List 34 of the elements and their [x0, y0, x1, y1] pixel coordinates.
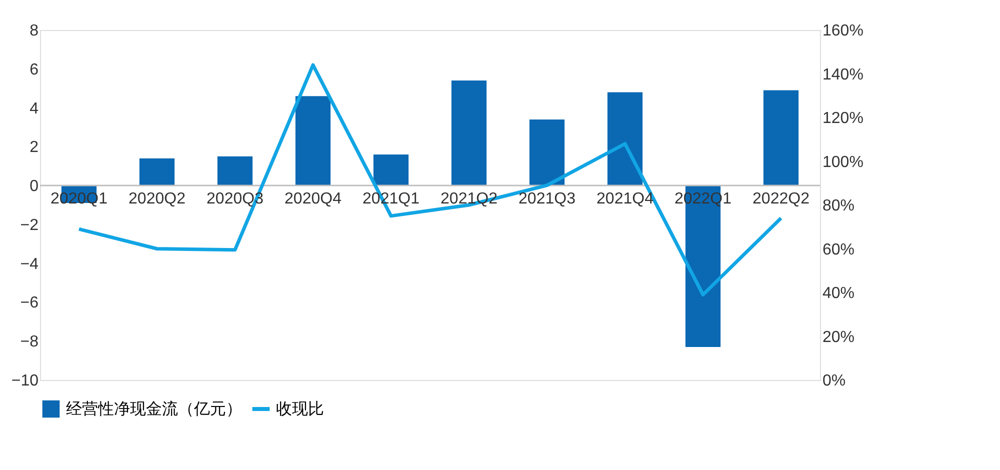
bar — [373, 154, 409, 186]
y-tick-label: −6 — [20, 294, 39, 312]
bar — [295, 96, 331, 186]
y2-tick-label: 100% — [822, 154, 864, 171]
legend-label: 经营性净现金流（亿元） — [66, 400, 242, 418]
y2-tick-label: 60% — [822, 241, 855, 258]
y-tick-label: 0 — [30, 178, 39, 196]
y-tick-label: −10 — [11, 372, 39, 390]
y-tick-label: 2 — [30, 139, 39, 156]
x-tick-label: 2021Q3 — [518, 190, 576, 208]
y2-tick-label: 80% — [822, 198, 855, 214]
x-tick-label: 2020Q4 — [284, 190, 342, 208]
bar — [451, 80, 487, 186]
y2-tick-label: 40% — [822, 285, 855, 302]
y2-tick-label: 120% — [822, 110, 864, 127]
y2-tick-label: 160% — [822, 22, 864, 40]
y2-tick-label: 20% — [822, 328, 855, 346]
y-tick-label: −4 — [20, 256, 39, 273]
bar — [607, 92, 643, 186]
bar — [217, 156, 253, 186]
bar — [763, 90, 799, 186]
y-tick-label: −2 — [20, 216, 39, 234]
bar — [139, 158, 175, 186]
y-tick-label: −8 — [20, 334, 39, 351]
x-tick-label: 2021Q4 — [596, 190, 654, 208]
bar — [529, 119, 565, 186]
x-tick-label: 2020Q2 — [128, 190, 186, 208]
y-tick-label: 8 — [30, 22, 39, 40]
y-tick-label: 4 — [30, 100, 39, 118]
y2-tick-label: 140% — [822, 66, 864, 84]
legend-label: 收现比 — [276, 400, 324, 418]
y2-tick-label: 0% — [822, 372, 846, 390]
x-tick-label: 2022Q2 — [752, 190, 810, 208]
y-tick-label: 6 — [30, 61, 39, 78]
